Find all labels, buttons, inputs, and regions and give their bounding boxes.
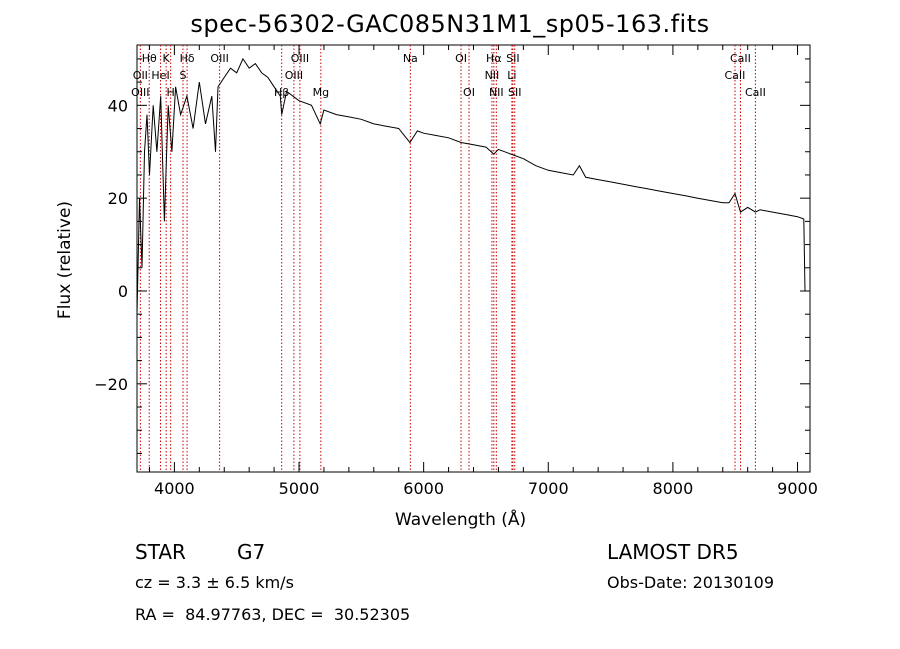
y-tick-label: 40: [108, 96, 128, 115]
survey-name: LAMOST DR5: [607, 540, 739, 564]
x-tick-label: 7000: [528, 479, 569, 498]
spectrum-series-line: [136, 57, 806, 315]
observation-date: Obs-Date: 20130109: [607, 573, 775, 592]
x-tick-label: 5000: [279, 479, 320, 498]
marker-label: H: [167, 86, 175, 99]
marker-label: OIII: [131, 86, 149, 99]
x-tick-label: 8000: [653, 479, 694, 498]
marker-label: OI: [463, 86, 475, 99]
marker-label: K: [163, 52, 171, 65]
marker-label: CaII: [725, 69, 746, 82]
marker-label: Na: [403, 52, 418, 65]
marker-label: Li: [507, 69, 516, 82]
y-tick-label: 20: [108, 189, 128, 208]
marker-label: Mg: [313, 86, 329, 99]
object-class: STAR: [135, 540, 186, 564]
marker-label: Hβ: [274, 86, 289, 99]
ra-dec: RA = 84.97763, DEC = 30.52305: [135, 605, 411, 624]
marker-label: CaII: [730, 52, 751, 65]
marker-label: SII: [508, 86, 521, 99]
marker-label: CaII: [745, 86, 766, 99]
x-tick-label: 4000: [154, 479, 195, 498]
marker-label: Hδ: [180, 52, 195, 65]
marker-label: OIII: [210, 52, 228, 65]
marker-label: OII: [133, 69, 148, 82]
marker-label: S: [179, 69, 186, 82]
marker-label: Hθ: [142, 52, 157, 65]
redshift-cz: cz = 3.3 ± 6.5 km/s: [135, 573, 294, 592]
object-subclass: G7: [237, 540, 266, 564]
chart-title: spec-56302-GAC085N31M1_sp05-163.fits: [190, 10, 710, 38]
marker-label: NII: [489, 86, 504, 99]
marker-label: NII: [485, 69, 500, 82]
plot-frame: [136, 44, 811, 473]
marker-label: OIII: [291, 52, 309, 65]
marker-label: OI: [455, 52, 467, 65]
y-axis-label: Flux (relative): [55, 200, 75, 320]
marker-label: Hα: [486, 52, 502, 65]
marker-label: HeI: [151, 69, 169, 82]
x-tick-label: 9000: [777, 479, 818, 498]
x-axis-label: Wavelength (Å): [395, 510, 527, 530]
marker-label: SII: [506, 52, 519, 65]
x-tick-label: 6000: [403, 479, 444, 498]
marker-label: OIII: [285, 69, 303, 82]
y-tick-label: 0: [118, 282, 128, 301]
y-tick-label: −20: [94, 375, 128, 394]
